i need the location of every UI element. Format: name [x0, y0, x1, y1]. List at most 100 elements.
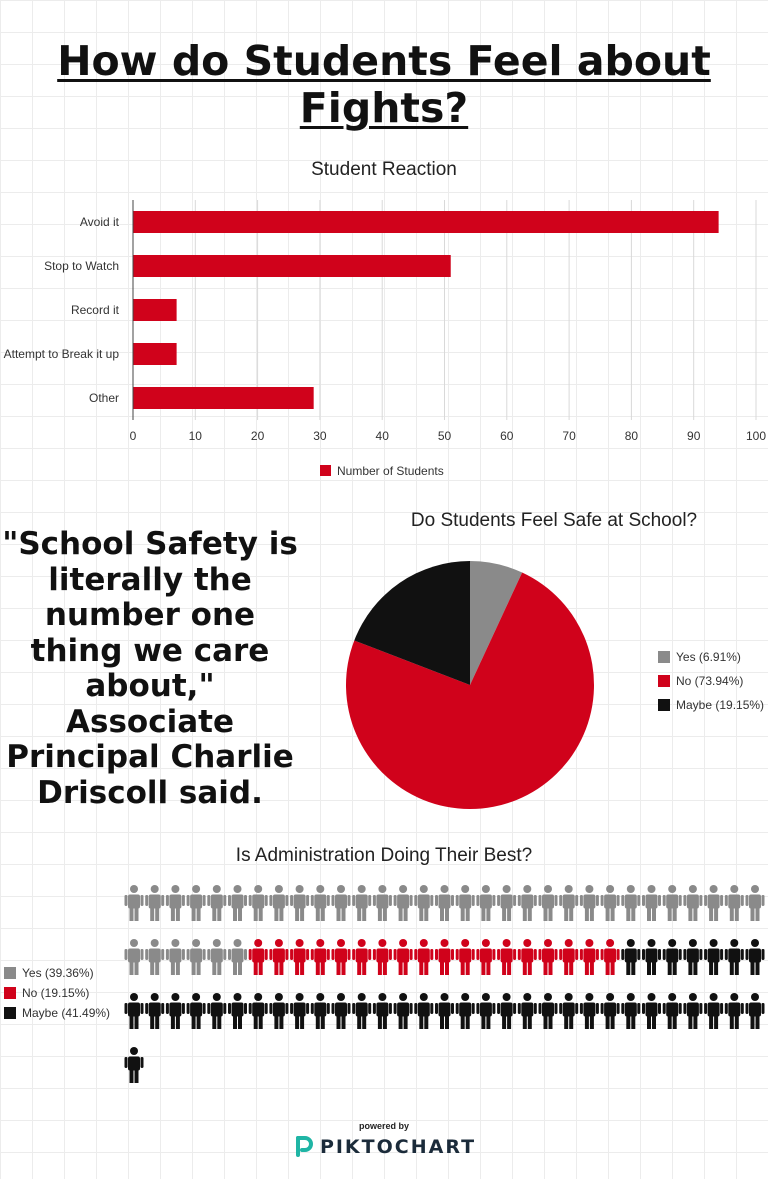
- person-icon: [269, 939, 289, 975]
- person-icon: [517, 885, 537, 921]
- person-icon: [476, 993, 496, 1029]
- page-title: How do Students Feel about Fights?: [0, 38, 768, 132]
- school-safety-pie-chart: [345, 561, 594, 809]
- person-icon: [600, 993, 620, 1029]
- person-icon: [269, 993, 289, 1029]
- legend-swatch: [658, 651, 670, 663]
- x-tick-label: 10: [189, 429, 203, 443]
- person-icon: [724, 993, 744, 1029]
- legend-label: No (73.94%): [676, 674, 744, 688]
- x-tick-label: 70: [562, 429, 576, 443]
- bar-chart-title: Student Reaction: [311, 159, 457, 180]
- administration-pictograph: [124, 885, 765, 1083]
- person-icon: [331, 993, 351, 1029]
- x-tick-label: 20: [251, 429, 265, 443]
- person-icon: [145, 885, 165, 921]
- person-icon: [435, 885, 454, 921]
- person-icon: [642, 939, 661, 975]
- person-icon: [372, 885, 392, 921]
- person-icon: [497, 993, 517, 1029]
- page-title-line-1: How do Students Feel about: [57, 37, 711, 85]
- x-tick-label: 100: [746, 429, 766, 443]
- person-icon: [414, 993, 434, 1029]
- person-icon: [352, 885, 372, 921]
- person-icon: [600, 885, 620, 921]
- pictograph-legend-item: No (19.15%): [4, 983, 110, 1003]
- person-icon: [745, 993, 765, 1029]
- person-icon: [186, 939, 206, 975]
- person-icon: [124, 885, 144, 921]
- person-icon: [662, 939, 682, 975]
- person-icon: [455, 885, 475, 921]
- person-icon: [435, 993, 454, 1029]
- person-icon: [517, 993, 537, 1029]
- person-icon: [165, 939, 185, 975]
- person-icon: [186, 885, 206, 921]
- legend-swatch: [4, 987, 16, 999]
- person-icon: [124, 1047, 144, 1083]
- person-icon: [331, 885, 351, 921]
- bar: [133, 211, 719, 233]
- powered-by-label: powered by: [358, 1121, 409, 1131]
- person-icon: [290, 885, 310, 921]
- person-icon: [538, 885, 558, 921]
- person-icon: [745, 939, 765, 975]
- person-icon: [248, 993, 268, 1029]
- person-icon: [165, 993, 185, 1029]
- person-icon: [724, 885, 744, 921]
- person-icon: [228, 939, 247, 975]
- pie-slice: [354, 561, 470, 685]
- person-icon: [393, 939, 413, 975]
- person-icon: [331, 939, 351, 975]
- person-icon: [497, 885, 517, 921]
- person-icon: [290, 939, 310, 975]
- bar: [133, 299, 177, 321]
- pictograph-legend: Yes (39.36%) No (19.15%) Maybe (41.49%): [4, 963, 110, 1023]
- person-icon: [207, 939, 227, 975]
- person-icon: [517, 939, 537, 975]
- person-icon: [290, 993, 310, 1029]
- person-icon: [538, 993, 558, 1029]
- person-icon: [704, 993, 724, 1029]
- footer: powered by PIKTOCHART: [0, 1121, 768, 1164]
- person-icon: [435, 939, 454, 975]
- legend-label: Yes (39.36%): [22, 966, 94, 980]
- x-tick-label: 60: [500, 429, 514, 443]
- person-icon: [497, 939, 517, 975]
- legend-swatch: [320, 465, 331, 476]
- category-label: Stop to Watch: [44, 259, 119, 273]
- pie-legend-item: Yes (6.91%): [658, 645, 764, 669]
- page-title-line-2: Fights?: [299, 84, 469, 132]
- legend-swatch: [4, 967, 16, 979]
- person-icon: [310, 885, 330, 921]
- person-icon: [724, 939, 744, 975]
- person-icon: [352, 993, 372, 1029]
- x-tick-label: 50: [438, 429, 452, 443]
- x-tick-label: 40: [376, 429, 390, 443]
- person-icon: [642, 885, 661, 921]
- piktochart-logo-icon: [295, 1136, 313, 1157]
- person-icon: [455, 939, 475, 975]
- person-icon: [600, 939, 620, 975]
- person-icon: [579, 993, 599, 1029]
- person-icon: [559, 939, 579, 975]
- person-icon: [145, 993, 165, 1029]
- person-icon: [372, 993, 392, 1029]
- bar: [133, 255, 451, 277]
- legend-label: Maybe (19.15%): [676, 698, 765, 712]
- category-label: Avoid it: [80, 215, 120, 229]
- person-icon: [704, 885, 724, 921]
- legend-label: No (19.15%): [22, 986, 90, 1000]
- person-icon: [476, 939, 496, 975]
- piktochart-brand[interactable]: PIKTOCHART: [292, 1135, 476, 1159]
- person-icon: [579, 939, 599, 975]
- bar: [133, 343, 177, 365]
- pie-legend-item: Maybe (19.15%): [658, 693, 764, 717]
- category-label: Attempt to Break it up: [4, 347, 120, 361]
- legend-label: Yes (6.91%): [676, 650, 741, 664]
- pictograph-legend-item: Yes (39.36%): [4, 963, 110, 983]
- person-icon: [228, 993, 247, 1029]
- person-icon: [476, 885, 496, 921]
- person-icon: [228, 885, 247, 921]
- pictograph-legend-item: Maybe (41.49%): [4, 1003, 110, 1023]
